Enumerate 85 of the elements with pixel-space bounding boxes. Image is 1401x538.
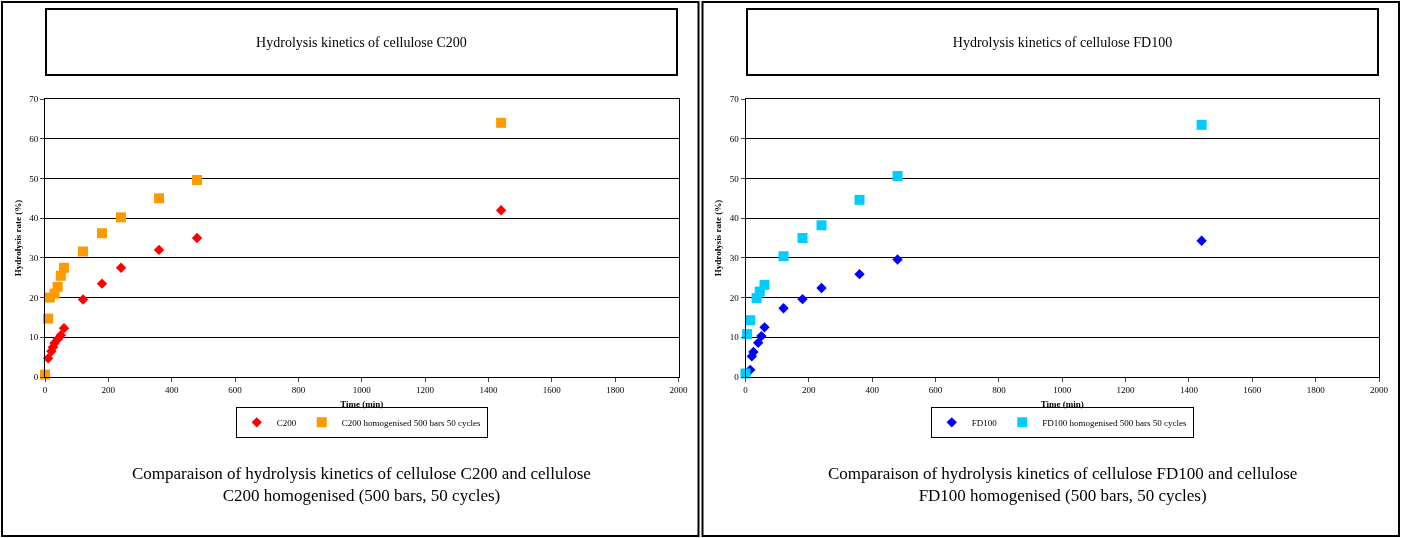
y-tick-label: 10 [29, 332, 39, 343]
point [797, 293, 808, 305]
y-tick-label: 40 [29, 213, 39, 224]
y-tick-label: 30 [729, 253, 740, 264]
point [55, 330, 67, 341]
x-tick-label: 1200 [416, 384, 435, 395]
point [192, 175, 203, 186]
x-axis-title: Time (min) [1040, 398, 1084, 409]
x-tick-label: 200 [101, 384, 116, 395]
x-tick-label: 1200 [1116, 384, 1136, 395]
point [797, 233, 808, 243]
point [892, 254, 903, 265]
text: Comparaison of hydrolysis kinetics of cellulose C200 and cellulose C200 homogenised (500 bars, 50 cycles) [132, 464, 591, 506]
point [58, 322, 70, 334]
point [496, 117, 507, 128]
point [43, 313, 54, 324]
point [59, 262, 70, 273]
x-tick-label: 2000 [669, 384, 688, 395]
text: Comparaison of hydrolysis kinetics of cellulose FD100 and cellulose FD100 homogenised (500 bars, 50 cycles) [828, 464, 1298, 506]
point [1196, 235, 1207, 246]
y-tick-label: 10 [729, 332, 740, 343]
x-tick-label: 400 [865, 384, 880, 395]
x-tick-label: 400 [164, 384, 179, 395]
y-axis-title: Hydrolysis rate (%) [12, 199, 23, 277]
legend-label: FD100 homogenised 500 bars 50 cycles [1042, 417, 1187, 428]
point [854, 268, 865, 280]
x-tick-label: 200 [802, 384, 817, 395]
y-tick-label: 20 [29, 292, 39, 303]
point [153, 244, 165, 256]
y-tick-label: 60 [29, 133, 39, 144]
point [52, 281, 63, 292]
point [816, 220, 827, 231]
point [115, 262, 127, 273]
chart-title: Hydrolysis kinetics of cellulose C200 [256, 34, 467, 50]
point [191, 232, 203, 244]
x-axis-title: Time (min) [340, 398, 384, 409]
point [77, 294, 89, 305]
y-tick-label: 70 [729, 94, 740, 105]
x-tick-label: 1400 [479, 384, 498, 395]
x-tick-label: 1400 [1179, 384, 1199, 395]
x-tick-label: 1600 [542, 384, 562, 395]
point [154, 193, 165, 204]
x-tick-label: 1600 [1243, 384, 1262, 395]
point [854, 194, 865, 205]
x-tick-label: 1000 [352, 384, 372, 395]
point [97, 228, 108, 239]
point [759, 322, 770, 333]
x-tick-label: 600 [928, 384, 943, 395]
point [745, 315, 756, 326]
point [756, 330, 767, 342]
point [892, 171, 903, 182]
y-tick-label: 70 [29, 94, 39, 105]
point [96, 278, 108, 289]
point [42, 353, 54, 364]
point [116, 212, 127, 223]
point [816, 282, 827, 294]
y-axis-title: Hydrolysis rate (%) [713, 199, 724, 277]
y-tick-label: 50 [729, 173, 740, 184]
legend-label: C200 [276, 417, 297, 428]
point [495, 205, 507, 216]
chart-title: Hydrolysis kinetics of cellulose FD100 [952, 34, 1173, 50]
x-tick-label: 0 [42, 384, 48, 395]
x-tick-label: 0 [743, 384, 749, 395]
y-tick-label: 0 [33, 372, 39, 383]
x-tick-label: 800 [291, 384, 306, 395]
point [752, 337, 764, 349]
y-tick-label: 0 [734, 372, 740, 383]
point [778, 303, 789, 314]
point [759, 279, 770, 290]
point [1196, 119, 1207, 130]
y-tick-label: 50 [29, 173, 39, 184]
x-tick-label: 1000 [1053, 384, 1072, 395]
x-tick-label: 800 [992, 384, 1007, 395]
y-tick-label: 20 [729, 292, 740, 303]
x-tick-label: 1800 [1306, 384, 1326, 395]
y-tick-label: 60 [729, 133, 740, 144]
point [78, 246, 89, 257]
x-tick-label: 600 [228, 384, 243, 395]
point [778, 251, 789, 262]
legend-label: FD100 [971, 417, 998, 428]
y-tick-label: 40 [729, 213, 740, 224]
x-tick-label: 2000 [1370, 384, 1389, 395]
legend-label: C200 homogenised 500 bars 50 cycles [341, 417, 481, 428]
y-tick-label: 30 [29, 253, 39, 264]
x-tick-label: 1800 [606, 384, 625, 395]
